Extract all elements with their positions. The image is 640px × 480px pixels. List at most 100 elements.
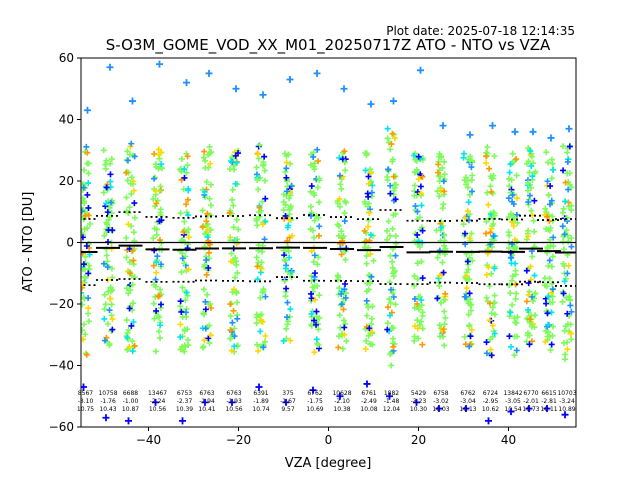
- data-point: [542, 338, 549, 345]
- data-point: [526, 192, 533, 199]
- data-point: [204, 226, 211, 233]
- data-point: [283, 159, 290, 166]
- data-point: [490, 209, 497, 216]
- data-point: [81, 230, 85, 237]
- y-tick-label: −20: [49, 297, 74, 311]
- data-point: [462, 230, 469, 237]
- data-point: [465, 300, 472, 307]
- data-point: [483, 218, 490, 225]
- data-point: [367, 340, 374, 347]
- data-point: [390, 293, 397, 300]
- data-point: [307, 226, 314, 233]
- data-point: [200, 154, 207, 161]
- bin-std-label: 10.73: [522, 406, 539, 413]
- data-point-extreme: [255, 383, 263, 391]
- data-point: [108, 265, 115, 272]
- data-point: [366, 325, 373, 332]
- data-point: [103, 184, 110, 191]
- data-point: [434, 188, 441, 195]
- data-point: [528, 323, 535, 330]
- data-point: [185, 187, 192, 194]
- data-point: [83, 243, 90, 250]
- x-axis-label: VZA [degree]: [285, 456, 372, 471]
- bin-mean-label: -1.48: [384, 398, 400, 405]
- data-point: [564, 158, 571, 165]
- bin-mean-label: -3.04: [460, 398, 476, 405]
- data-point: [82, 275, 89, 282]
- data-point: [311, 252, 318, 259]
- data-point-extreme: [129, 97, 136, 105]
- data-point: [508, 254, 515, 261]
- data-point: [101, 315, 108, 322]
- data-point: [108, 301, 115, 308]
- data-point: [283, 153, 290, 160]
- data-point: [441, 171, 448, 178]
- data-point: [287, 160, 294, 167]
- data-point: [311, 166, 318, 173]
- data-point: [103, 219, 110, 226]
- data-point: [85, 270, 92, 277]
- data-point: [125, 290, 132, 297]
- data-point: [512, 319, 519, 326]
- data-point: [257, 294, 264, 301]
- bin-std-label: 10.69: [306, 406, 323, 413]
- data-point: [564, 270, 571, 277]
- data-point: [103, 157, 110, 164]
- data-point: [392, 240, 399, 247]
- data-point: [130, 257, 137, 264]
- data-point: [547, 225, 554, 231]
- data-point: [491, 292, 498, 299]
- data-point: [341, 331, 348, 338]
- data-point: [100, 260, 107, 267]
- bin-count-label: 6391: [253, 390, 268, 397]
- data-point: [206, 255, 213, 262]
- data-point-extreme: [439, 122, 447, 130]
- data-point: [281, 256, 288, 263]
- data-point: [81, 279, 86, 286]
- data-point: [513, 211, 520, 218]
- data-point: [310, 189, 317, 196]
- data-point: [392, 181, 399, 188]
- data-point: [363, 252, 370, 259]
- data-point: [316, 223, 323, 230]
- data-point: [257, 328, 264, 335]
- data-point: [528, 153, 535, 160]
- data-point: [468, 307, 475, 314]
- data-point: [179, 255, 186, 262]
- data-point: [86, 221, 93, 228]
- bin-count-label: 1882: [384, 390, 399, 397]
- data-point: [255, 186, 262, 193]
- data-point: [566, 293, 573, 300]
- data-point: [202, 164, 209, 171]
- data-point: [81, 327, 86, 334]
- bin-std-label: 10.74: [252, 406, 269, 413]
- data-point: [411, 282, 418, 289]
- data-point: [488, 310, 495, 317]
- data-point: [436, 193, 443, 200]
- data-point-extreme: [367, 100, 375, 108]
- data-point: [154, 253, 161, 260]
- data-point: [156, 155, 163, 162]
- data-point: [488, 188, 495, 195]
- data-point: [287, 203, 294, 210]
- data-point: [280, 207, 287, 214]
- data-point-extreme: [413, 398, 420, 406]
- data-point: [437, 299, 444, 306]
- data-point: [131, 214, 138, 221]
- data-point: [150, 262, 157, 269]
- data-point: [289, 232, 296, 239]
- data-point: [370, 257, 377, 264]
- data-point: [390, 173, 397, 180]
- data-point: [387, 299, 394, 306]
- data-point: [182, 297, 189, 304]
- data-point: [418, 302, 425, 309]
- data-point: [81, 208, 85, 215]
- data-point: [284, 299, 291, 306]
- data-point: [181, 166, 188, 173]
- data-point: [363, 288, 370, 295]
- data-point: [262, 332, 269, 339]
- data-point: [201, 148, 208, 155]
